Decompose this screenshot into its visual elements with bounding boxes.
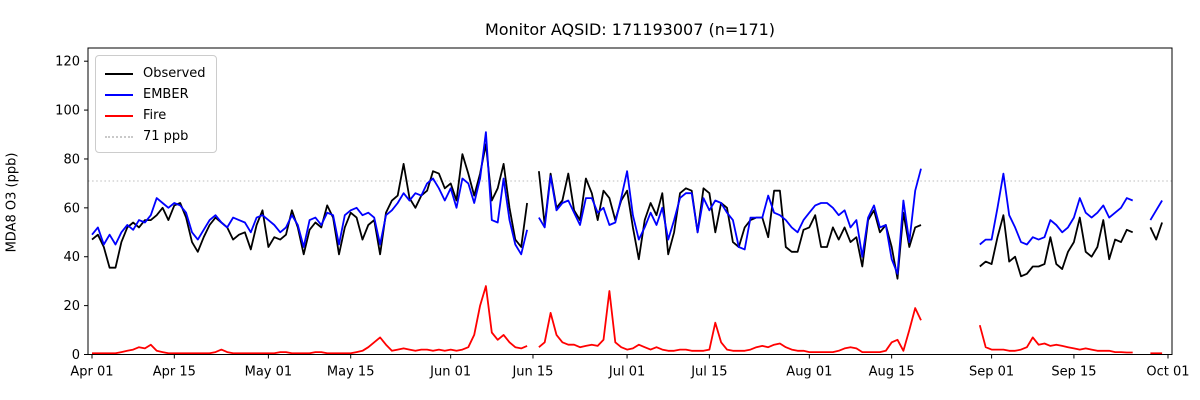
legend-item-71-ppb: 71 ppb [105, 126, 206, 147]
legend-item-observed: Observed [105, 63, 206, 84]
y-tick-label: 60 [63, 201, 80, 216]
x-tick-label: Jun 15 [511, 365, 553, 380]
series-line-observed [538, 171, 922, 280]
series-line-fire [538, 290, 922, 354]
legend-swatch-dotted [105, 135, 133, 138]
series-line-observed [979, 214, 1134, 278]
series-line-ember [538, 168, 922, 275]
chart-title: Monitor AQSID: 171193007 (n=171) [484, 20, 776, 39]
legend-item-ember: EMBER [105, 84, 206, 105]
legend-label: 71 ppb [143, 129, 189, 144]
y-tick-label: 120 [55, 55, 80, 70]
legend-label: Fire [143, 108, 167, 123]
legend-swatch-line [105, 93, 133, 96]
series-line-ember [91, 131, 528, 256]
series-line-fire [978, 324, 1133, 354]
x-tick-label: May 01 [245, 365, 293, 380]
series-line-fire [92, 285, 528, 355]
y-tick-label: 80 [63, 152, 80, 167]
y-tick-label: 20 [63, 299, 80, 314]
y-tick-label: 100 [55, 104, 80, 119]
series-line-observed [1149, 222, 1163, 241]
y-tick-label: 0 [72, 348, 80, 363]
x-tick-label: Sep 15 [1051, 365, 1096, 380]
plot-border [87, 47, 1173, 355]
series-line-ember [979, 172, 1134, 246]
legend-label: EMBER [143, 87, 189, 102]
x-tick-label: Sep 01 [969, 365, 1014, 380]
series-line-ember [1149, 200, 1163, 221]
x-tick-label: Jul 15 [690, 365, 727, 380]
y-tick-label: 40 [63, 250, 80, 265]
legend-item-fire: Fire [105, 105, 206, 126]
legend: Observed EMBER Fire 71 ppb [95, 55, 217, 153]
x-tick-label: Apr 01 [70, 365, 113, 380]
x-tick-label: Oct 01 [1146, 365, 1189, 380]
x-tick-label: Jun 01 [429, 365, 471, 380]
x-tick-label: Aug 15 [869, 365, 915, 380]
x-tick-label: May 15 [327, 365, 375, 380]
x-tick-label: Jul 01 [608, 365, 645, 380]
legend-swatch-line [105, 72, 133, 75]
x-tick-label: Aug 01 [786, 365, 832, 380]
series-line-observed [91, 143, 528, 269]
legend-swatch-line [105, 114, 133, 117]
legend-label: Observed [143, 66, 206, 81]
x-tick-label: Apr 15 [153, 365, 196, 380]
